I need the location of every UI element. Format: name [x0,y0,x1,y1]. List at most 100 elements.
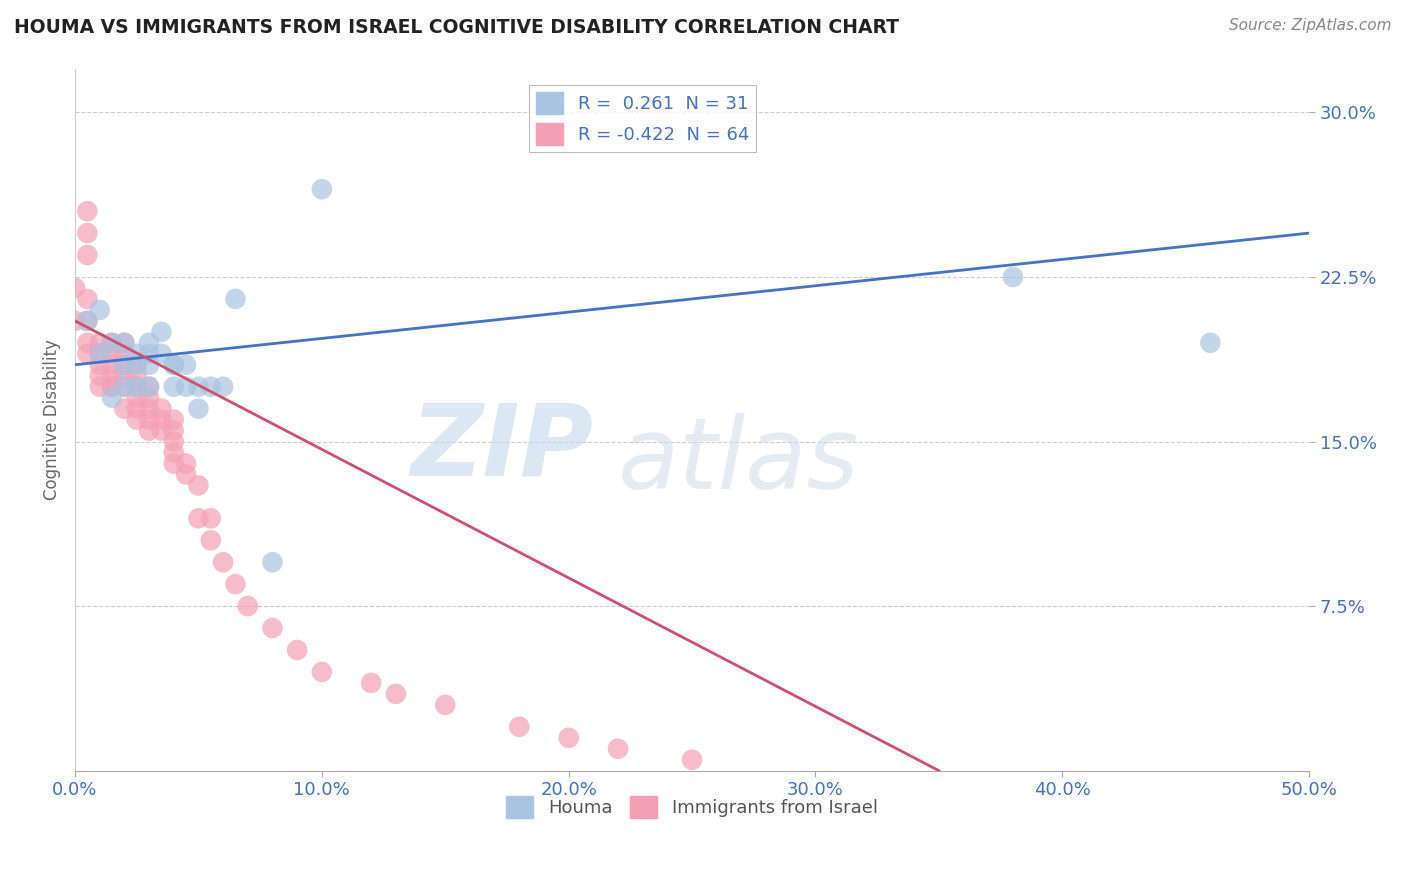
Point [174,358,197,372]
Point [63,281,86,295]
Point [224,577,246,591]
Point [212,555,235,569]
Point [138,380,160,394]
Point [163,380,186,394]
Point [200,511,222,525]
Point [89,380,111,394]
Point [125,380,148,394]
Point [76,204,98,219]
Point [508,720,530,734]
Point [125,412,148,426]
Point [360,676,382,690]
Point [89,358,111,372]
Point [125,347,148,361]
Point [101,368,124,383]
Point [150,412,173,426]
Point [311,182,333,196]
Point [112,401,135,416]
Point [163,457,186,471]
Point [112,335,135,350]
Point [101,380,124,394]
Point [163,412,186,426]
Text: Source: ZipAtlas.com: Source: ZipAtlas.com [1229,18,1392,33]
Point [174,380,197,394]
Point [224,292,246,306]
Point [138,424,160,438]
Point [112,335,135,350]
Point [125,391,148,405]
Text: ZIP: ZIP [411,400,593,496]
Point [76,226,98,240]
Text: HOUMA VS IMMIGRANTS FROM ISRAEL COGNITIVE DISABILITY CORRELATION CHART: HOUMA VS IMMIGRANTS FROM ISRAEL COGNITIV… [14,18,898,37]
Point [112,368,135,383]
Point [163,434,186,449]
Point [101,335,124,350]
Point [101,380,124,394]
Point [138,335,160,350]
Point [101,358,124,372]
Point [262,555,284,569]
Point [174,467,197,482]
Point [89,347,111,361]
Point [187,511,209,525]
Point [681,753,703,767]
Point [150,401,173,416]
Point [76,314,98,328]
Point [163,358,186,372]
Point [163,445,186,459]
Point [138,380,160,394]
Point [101,347,124,361]
Point [385,687,408,701]
Point [212,380,235,394]
Y-axis label: Cognitive Disability: Cognitive Disability [44,339,60,500]
Point [101,391,124,405]
Point [138,391,160,405]
Point [112,347,135,361]
Point [138,401,160,416]
Point [1001,270,1024,285]
Point [163,424,186,438]
Point [125,358,148,372]
Point [150,347,173,361]
Point [112,358,135,372]
Point [63,314,86,328]
Point [138,358,160,372]
Point [101,335,124,350]
Point [138,347,160,361]
Point [187,478,209,492]
Point [150,424,173,438]
Point [285,643,308,657]
Point [262,621,284,635]
Point [138,412,160,426]
Point [76,248,98,262]
Point [112,380,135,394]
Point [125,380,148,394]
Point [236,599,259,614]
Point [311,665,333,679]
Point [76,335,98,350]
Point [1199,335,1222,350]
Point [163,358,186,372]
Legend: Houma, Immigrants from Israel: Houma, Immigrants from Israel [499,789,886,825]
Point [76,347,98,361]
Point [125,358,148,372]
Point [607,741,630,756]
Point [200,380,222,394]
Point [76,292,98,306]
Point [89,347,111,361]
Point [125,368,148,383]
Point [557,731,579,745]
Point [112,380,135,394]
Point [434,698,457,712]
Point [187,401,209,416]
Point [200,533,222,548]
Point [112,358,135,372]
Point [125,401,148,416]
Point [187,380,209,394]
Text: atlas: atlas [619,413,859,510]
Point [174,457,197,471]
Point [150,325,173,339]
Point [89,335,111,350]
Point [89,302,111,317]
Point [76,314,98,328]
